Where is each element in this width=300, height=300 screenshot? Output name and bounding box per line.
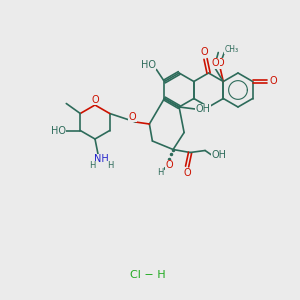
Text: O: O <box>212 58 219 68</box>
Text: CH₃: CH₃ <box>224 45 238 54</box>
Text: O: O <box>91 95 99 105</box>
Text: OH: OH <box>196 104 211 114</box>
Text: O: O <box>129 112 136 122</box>
Text: H: H <box>157 168 163 177</box>
Text: HO: HO <box>51 125 66 136</box>
Text: O: O <box>165 160 173 170</box>
Text: O: O <box>270 76 278 86</box>
Text: OH: OH <box>212 151 226 160</box>
Text: O: O <box>201 47 208 57</box>
Text: Cl − H: Cl − H <box>130 270 166 280</box>
Text: H: H <box>89 161 95 170</box>
Text: O: O <box>217 58 224 68</box>
Text: O: O <box>183 169 191 178</box>
Text: HO: HO <box>141 59 156 70</box>
Text: NH: NH <box>94 154 108 164</box>
Text: H: H <box>107 161 113 170</box>
